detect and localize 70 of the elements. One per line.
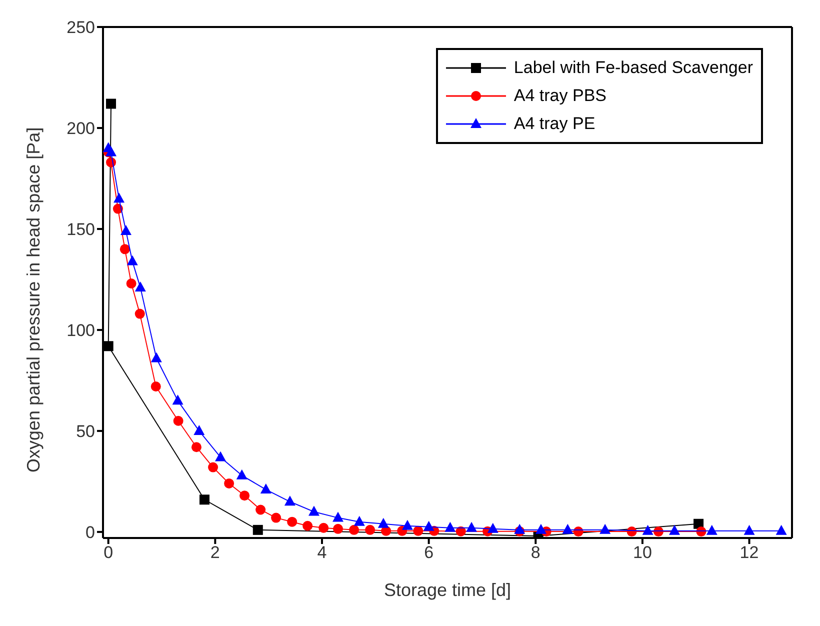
point [365,524,376,535]
x-tick-label: 12 [740,543,759,562]
point [260,484,272,494]
point [423,520,434,531]
x-tick-label: 2 [210,543,220,562]
point [208,462,218,472]
point [378,518,389,528]
point [106,146,117,156]
point [706,524,718,535]
y-axis-title: Oxygen partial pressure in head space [Pa] [23,127,44,472]
point [215,451,226,462]
point [126,255,138,266]
point [120,244,130,254]
point [271,512,282,523]
point [126,278,136,289]
point [252,524,263,535]
point [120,224,132,235]
point [562,524,574,534]
point [744,524,755,535]
x-tick-label: 4 [317,543,327,562]
point [668,524,680,535]
y-tick-label: 50 [76,422,95,441]
point [354,516,365,526]
point [134,282,146,292]
point [172,394,184,405]
point [642,524,654,535]
point [776,524,787,535]
point [302,520,313,531]
legend-label: A4 tray PE [514,114,596,134]
point [514,524,526,534]
y-tick-label: 150 [66,220,95,240]
point [487,522,498,533]
point [194,424,205,435]
x-tick-label: 0 [104,543,114,562]
point [106,98,116,109]
point [150,382,161,392]
y-tick-label: 250 [66,18,95,38]
x-tick-label: 10 [632,543,652,562]
point [333,524,344,534]
x-axis-title: Storage time [d] [384,580,512,600]
point [308,506,320,516]
point [103,341,114,352]
x-tick-label: 8 [530,543,540,562]
legend-label: A4 tray PBS [514,86,607,106]
point [173,416,184,426]
point [199,494,210,505]
point [114,192,125,203]
point [240,490,250,501]
point [150,352,162,362]
point [224,478,234,488]
point [466,522,478,532]
point [256,504,266,515]
point [318,522,329,533]
point [236,469,248,480]
point [284,496,296,506]
y-tick-label: 100 [66,321,95,340]
point [287,516,298,527]
point [191,442,202,452]
legend-label: Label with Fe-based Scavenger [514,58,753,78]
point [600,524,611,534]
point [413,526,424,536]
point [349,524,360,535]
point [134,308,145,319]
point [535,524,546,534]
x-tick-label: 6 [424,543,434,562]
point [402,520,413,530]
y-tick-label: 200 [66,119,95,138]
point [332,512,344,522]
y-tick-label: 0 [86,522,95,542]
point [444,522,456,532]
